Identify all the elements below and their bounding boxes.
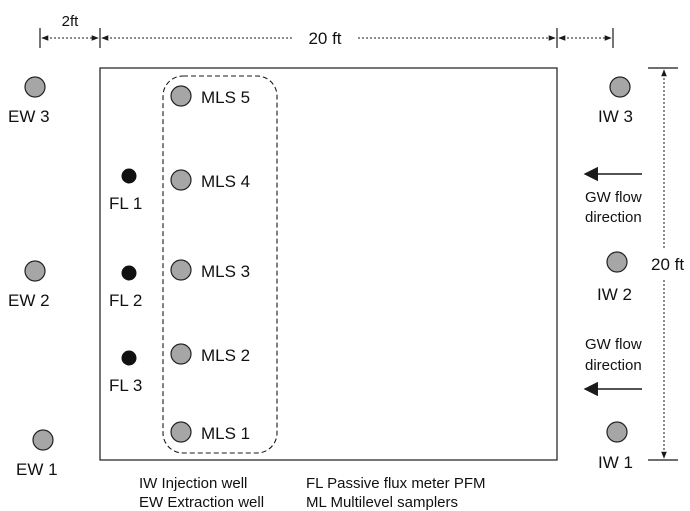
injection-well-3-label: IW 3 [598,107,633,126]
injection-well-2-marker [606,251,628,273]
legend-ew: EW Extraction well [139,494,264,511]
flux-meter-2: FL 2 [109,265,142,310]
flux-meter-1: FL 1 [109,168,142,213]
mls-4-marker [170,169,192,191]
flux-meter-2-label: FL 2 [109,291,142,310]
mls-3-label: MLS 3 [201,262,250,281]
injection-well-3: IW 3 [598,76,633,126]
gw-flow-lower-line1: GW flow [585,336,642,353]
extraction-well-3-marker [24,76,46,98]
gw-flow-upper-line2: direction [585,209,642,226]
mls-3-marker [170,259,192,281]
mls-1: MLS 1 [170,421,250,443]
mls-1-label: MLS 1 [201,424,250,443]
extraction-well-1-label: EW 1 [16,460,58,479]
extraction-well-1-marker [32,429,54,451]
mls-group-outline [162,75,278,454]
mls-1-marker [170,421,192,443]
mls-2-marker [170,343,192,365]
gw-flow-arrow-lower: GW flow direction [583,336,642,397]
flux-meter-2-marker [121,265,137,281]
injection-well-1-marker [606,421,628,443]
gw-flow-lower-line2: direction [585,357,642,374]
dimension-2ft-label: 2ft [62,13,80,30]
mls-5-marker [170,85,192,107]
flux-meter-3: FL 3 [109,350,142,395]
injection-well-3-marker [609,76,631,98]
dimension-2ft: 2ft [39,13,101,48]
gw-flow-upper-line1: GW flow [585,189,642,206]
mls-5: MLS 5 [170,85,250,107]
dimension-right-offset [558,28,614,48]
mls-2-label: MLS 2 [201,346,250,365]
dimension-height-label: 20 ft [651,255,684,274]
injection-well-1-label: IW 1 [598,453,633,472]
dimension-height: 20 ft [648,67,684,461]
injection-well-2: IW 2 [597,251,632,304]
extraction-well-2-label: EW 2 [8,291,50,310]
flux-meter-3-marker [121,350,137,366]
mls-3: MLS 3 [170,259,250,281]
flux-meter-1-label: FL 1 [109,194,142,213]
mls-2: MLS 2 [170,343,250,365]
extraction-well-2-marker [24,260,46,282]
legend: IW Injection well EW Extraction well FL … [139,475,486,511]
mls-4-label: MLS 4 [201,172,250,191]
extraction-well-3-label: EW 3 [8,107,50,126]
extraction-well-2: EW 2 [8,260,50,310]
extraction-well-1: EW 1 [16,429,58,479]
flux-meter-3-label: FL 3 [109,376,142,395]
injection-well-2-label: IW 2 [597,285,632,304]
mls-4: MLS 4 [170,169,250,191]
dimension-width-label: 20 ft [308,29,341,48]
test-plot-boundary [99,67,558,461]
dimension-width: 20 ft [101,28,558,48]
injection-well-1: IW 1 [598,421,633,472]
mls-5-label: MLS 5 [201,88,250,107]
gw-flow-arrow-upper: GW flow direction [583,166,642,226]
legend-iw: IW Injection well [139,475,247,492]
legend-fl: FL Passive flux meter PFM [306,475,486,492]
flux-meter-1-marker [121,168,137,184]
legend-ml: ML Multilevel samplers [306,494,458,511]
extraction-well-3: EW 3 [8,76,50,126]
